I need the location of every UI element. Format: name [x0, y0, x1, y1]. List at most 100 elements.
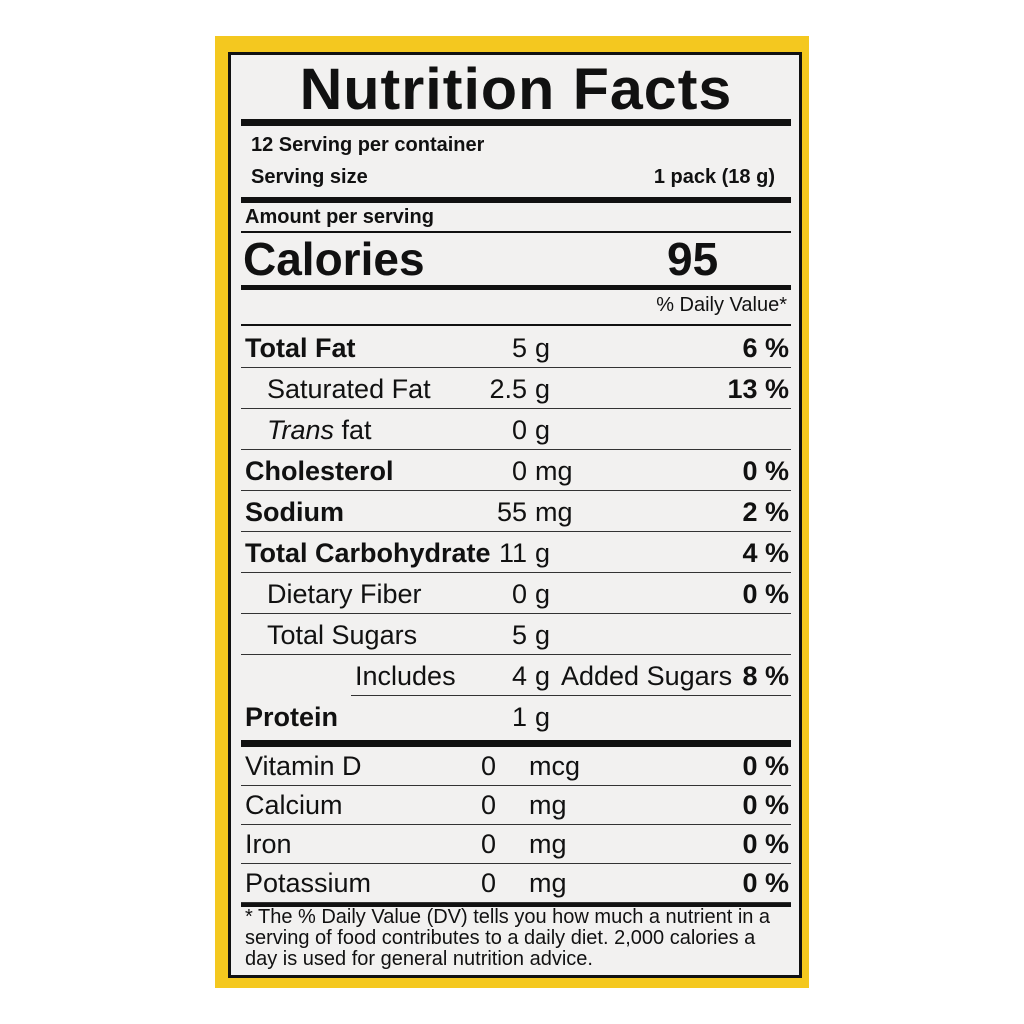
- vitamin-amount: 0 mg: [481, 868, 585, 898]
- nutrient-row-sodium: Sodium 55 mg 2 %: [241, 491, 791, 532]
- amount-number: 0: [481, 790, 497, 820]
- amount-number: 55: [496, 497, 527, 527]
- daily-value-header: % Daily Value*: [656, 294, 787, 316]
- daily-value-percent: 8 %: [742, 661, 789, 691]
- thick-rule-top: [241, 119, 791, 126]
- amount-unit: g: [535, 702, 551, 732]
- amount-unit: g: [535, 538, 551, 568]
- nutrient-amount: 2.5 g: [461, 374, 565, 404]
- vitamin-row-vitamin-d: Vitamin D 0 mcg 0 %: [241, 747, 791, 786]
- calories-value: 95: [667, 233, 719, 285]
- thick-rule-footnote: [241, 903, 791, 907]
- amount-unit: g: [535, 374, 551, 404]
- vitamin-row-iron: Iron 0 mg 0 %: [241, 825, 791, 864]
- amount-number: 0: [511, 415, 527, 445]
- nutrient-amount: 0 mg: [461, 456, 573, 486]
- amount-unit: mg: [535, 497, 573, 527]
- daily-value-percent: 0 %: [742, 868, 789, 898]
- amount-unit: g: [535, 661, 551, 691]
- daily-value-percent: 0 %: [742, 790, 789, 820]
- nutrient-name: Cholesterol: [245, 456, 394, 486]
- thick-rule-vitamins: [241, 740, 791, 747]
- daily-value-percent: 0 %: [742, 579, 789, 609]
- added-sugars-label: Added Sugars: [561, 661, 733, 691]
- daily-value-percent: 6 %: [742, 333, 789, 363]
- serving-size-label: Serving size: [251, 166, 368, 188]
- nutrient-name: Saturated Fat: [267, 374, 431, 404]
- thin-rule-dv: [241, 324, 791, 326]
- daily-value-percent: 0 %: [742, 456, 789, 486]
- daily-value-percent: 0 %: [742, 751, 789, 781]
- servings-per-container: 12 Serving per container: [251, 134, 485, 156]
- nutrient-name: Includes: [355, 661, 456, 691]
- nutrient-row-saturated-fat: Saturated Fat 2.5 g 13 %: [241, 368, 791, 409]
- thick-rule-serving: [241, 197, 791, 203]
- amount-number: 0: [481, 868, 497, 898]
- amount-number: 0: [511, 579, 527, 609]
- nutrient-row-total-carbohydrate: Total Carbohydrate 11 g 4 %: [241, 532, 791, 573]
- nutrient-name: Sodium: [245, 497, 344, 527]
- daily-value-footnote: * The % Daily Value (DV) tells you how m…: [245, 906, 771, 970]
- amount-unit: g: [535, 579, 551, 609]
- amount-number: 4: [511, 661, 527, 691]
- nutrient-amount: 11 g: [461, 538, 565, 568]
- amount-unit: mg: [535, 456, 573, 486]
- nutrient-name: Trans fat: [267, 415, 372, 445]
- amount-number: 11: [498, 538, 527, 568]
- thin-rule-amount: [241, 231, 791, 233]
- trans-rest: fat: [334, 415, 372, 445]
- vitamin-name: Calcium: [245, 790, 343, 820]
- thick-rule-calories: [241, 285, 791, 290]
- calories-label: Calories: [243, 233, 425, 285]
- vitamin-name: Iron: [245, 829, 292, 859]
- nutrient-name: Protein: [245, 702, 339, 732]
- nutrient-row-cholesterol: Cholesterol 0 mg 0 %: [241, 450, 791, 491]
- nutrient-amount: 55 mg: [461, 497, 573, 527]
- amount-number: 0: [481, 751, 497, 781]
- daily-value-percent: 2 %: [742, 497, 789, 527]
- vitamin-amount: 0 mg: [481, 790, 585, 820]
- nutrient-name: Total Sugars: [267, 620, 418, 650]
- vitamin-name: Potassium: [245, 868, 372, 898]
- nutrient-name: Total Carbohydrate: [245, 538, 491, 568]
- amount-unit: mg: [529, 790, 567, 820]
- vitamin-amount: 0 mcg: [481, 751, 585, 781]
- amount-number: 0: [511, 456, 527, 486]
- vitamin-row-potassium: Potassium 0 mg 0 %: [241, 864, 791, 903]
- amount-unit: mg: [529, 868, 567, 898]
- amount-unit: g: [535, 415, 551, 445]
- amount-number: 2.5: [489, 374, 527, 404]
- nutrient-name: Dietary Fiber: [267, 579, 422, 609]
- amount-unit: g: [535, 620, 551, 650]
- amount-number: 5: [511, 333, 527, 363]
- amount-number: 5: [511, 620, 527, 650]
- amount-unit: mcg: [529, 751, 581, 781]
- vitamin-amount: 0 mg: [481, 829, 585, 859]
- vitamin-name: Vitamin D: [245, 751, 362, 781]
- amount-unit: mg: [529, 829, 567, 859]
- amount-number: 0: [481, 829, 497, 859]
- daily-value-percent: 0 %: [742, 829, 789, 859]
- nutrition-facts-label: Nutrition Facts 12 Serving per container…: [228, 52, 802, 978]
- vitamin-row-calcium: Calcium 0 mg 0 %: [241, 786, 791, 825]
- amount-unit: g: [535, 333, 551, 363]
- daily-value-percent: 4 %: [742, 538, 789, 568]
- serving-size-value: 1 pack (18 g): [653, 166, 775, 188]
- amount-per-serving: Amount per serving: [245, 206, 434, 228]
- label-title: Nutrition Facts: [299, 59, 733, 121]
- nutrient-name: Total Fat: [245, 333, 356, 363]
- trans-italic: Trans: [267, 415, 335, 445]
- daily-value-percent: 13 %: [727, 374, 789, 404]
